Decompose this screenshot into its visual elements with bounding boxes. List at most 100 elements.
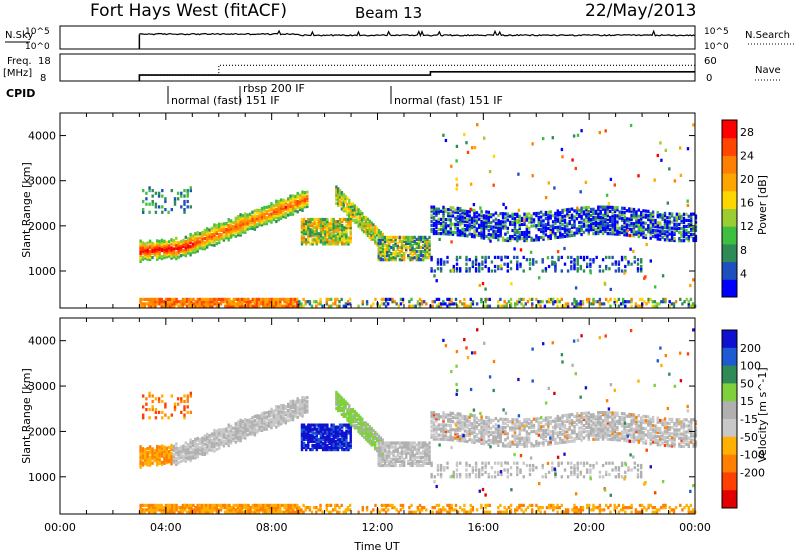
- velocity-cell: [473, 414, 476, 418]
- velocity-cell: [296, 401, 299, 405]
- power-cell: [229, 219, 233, 223]
- power-cell: [239, 221, 242, 225]
- power-cell: [144, 254, 147, 258]
- velocity-cell: [392, 457, 395, 461]
- velocity-cell: [225, 439, 228, 443]
- velocity-cell: [287, 415, 290, 419]
- power-cell: [444, 302, 447, 306]
- velocity-cell: [303, 402, 307, 406]
- power-cell: [340, 197, 344, 201]
- velocity-cell: [311, 423, 314, 427]
- power-cell: [629, 247, 632, 251]
- power-cell: [670, 238, 674, 242]
- power-cell: [444, 138, 448, 143]
- power-cell: [179, 250, 183, 254]
- power-cell: [647, 224, 650, 228]
- power-cell: [614, 269, 617, 273]
- power-cell: [680, 235, 683, 239]
- power-cell: [537, 221, 540, 226]
- power-cell: [198, 236, 202, 240]
- power-cell: [172, 253, 176, 257]
- power-cell: [582, 212, 586, 216]
- velocity-cell: [208, 448, 211, 452]
- power-cell: [281, 297, 284, 301]
- power-cell: [637, 224, 640, 228]
- power-cell: [606, 205, 609, 209]
- power-cell: [466, 209, 469, 214]
- power-cell: [400, 243, 404, 248]
- power-cell: [611, 214, 614, 218]
- velocity-cell: [260, 420, 264, 424]
- power-cell: [381, 254, 385, 258]
- power-cell: [506, 264, 509, 269]
- power-cell: [503, 262, 506, 266]
- power-cell: [566, 232, 569, 236]
- power-cell: [206, 227, 209, 231]
- power-cell: [205, 302, 208, 306]
- power-cell: [169, 304, 172, 308]
- power-cell: [213, 235, 216, 239]
- velocity-cell: [241, 421, 245, 425]
- velocity-cell: [186, 399, 189, 404]
- power-cell: [332, 236, 335, 240]
- velocity-cell: [161, 394, 164, 398]
- power-cell: [239, 225, 242, 229]
- power-cell: [392, 239, 395, 243]
- power-cell: [350, 214, 353, 218]
- velocity-cell: [218, 430, 221, 434]
- velocity-cell: [289, 399, 292, 404]
- power-cell: [465, 304, 468, 308]
- power-cell: [694, 236, 698, 240]
- power-cell: [594, 232, 598, 236]
- power-cell: [386, 239, 389, 243]
- power-cell: [582, 224, 586, 228]
- power-cell: [321, 222, 325, 226]
- power-cell: [497, 226, 500, 230]
- power-cell: [547, 226, 550, 231]
- power-cell: [659, 221, 662, 225]
- power-cell: [663, 219, 667, 224]
- power-cell: [272, 216, 276, 220]
- velocity-cell: [234, 432, 237, 436]
- velocity-cell: [319, 437, 323, 441]
- power-cell: [623, 225, 626, 229]
- velocity-cell: [237, 432, 240, 436]
- power-cell: [375, 227, 379, 231]
- power-cell: [307, 222, 310, 226]
- velocity-cell: [405, 445, 408, 449]
- power-cell: [647, 300, 650, 304]
- power-cell: [336, 228, 340, 232]
- power-cell: [362, 217, 366, 222]
- power-cell: [258, 211, 261, 215]
- velocity-cell: [241, 431, 245, 436]
- power-cell: [256, 224, 259, 229]
- power-cell: [362, 230, 366, 234]
- power-cell: [579, 304, 582, 308]
- power-cell: [554, 211, 557, 215]
- velocity-cell: [218, 444, 221, 448]
- power-cell: [218, 234, 221, 238]
- power-cell: [661, 227, 664, 231]
- power-cell: [394, 241, 397, 246]
- velocity-cell: [324, 435, 327, 439]
- power-cell: [258, 219, 261, 223]
- power-cell: [492, 235, 495, 239]
- power-cell: [163, 239, 166, 243]
- power-cell: [321, 228, 325, 232]
- velocity-cell: [364, 429, 368, 433]
- velocity-cell: [315, 435, 318, 439]
- power-cell: [463, 304, 466, 308]
- power-cell: [332, 222, 335, 226]
- power-cell: [625, 223, 629, 227]
- velocity-cell: [338, 429, 342, 433]
- velocity-cell: [383, 457, 387, 461]
- power-cell: [459, 231, 462, 235]
- power-cell: [592, 209, 595, 213]
- velocity-cell: [338, 406, 342, 411]
- power-cell: [417, 256, 421, 260]
- power-cell: [561, 216, 564, 221]
- power-cell: [599, 219, 602, 223]
- velocity-cell: [167, 458, 171, 462]
- power-cell: [451, 206, 455, 210]
- power-cell: [287, 197, 290, 201]
